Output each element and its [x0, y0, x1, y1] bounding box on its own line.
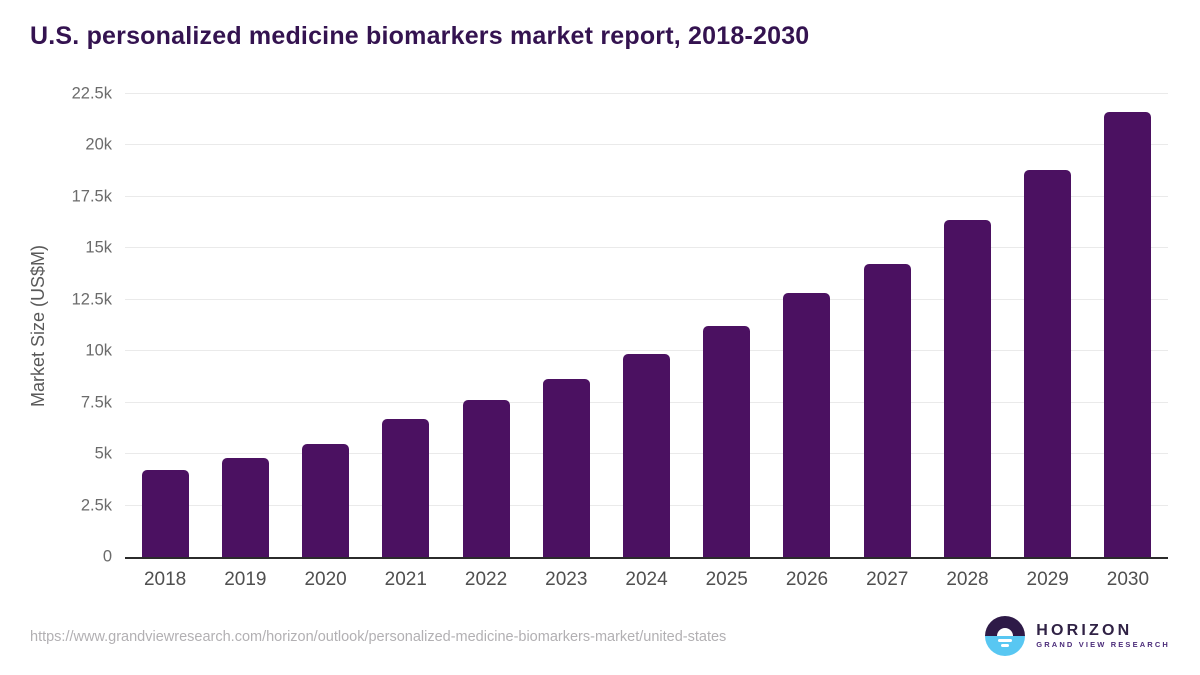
bar-slot-2025	[687, 94, 767, 557]
logo-text: HORIZON GRAND VIEW RESEARCH	[1036, 623, 1170, 649]
plot-area: 0 2.5k 5k 7.5k 10k 12.5k 15k 17.5k 20k 22.5k	[72, 85, 1168, 566]
bar-2026	[783, 293, 831, 557]
bar-slot-2030	[1088, 94, 1168, 557]
bar-2029	[1024, 169, 1072, 557]
y-tick-label-15k: 15k	[85, 238, 112, 257]
y-tick-label-17.5k: 17.5k	[71, 187, 112, 206]
x-tick-label-2019: 2019	[224, 569, 267, 590]
x-tick-label-2023: 2023	[545, 569, 588, 590]
x-tick-label-2024: 2024	[625, 569, 668, 590]
bar-slot-2029	[1008, 94, 1088, 557]
bar-slot-2018	[125, 94, 205, 557]
logo-brand-name: HORIZON	[1036, 622, 1133, 640]
x-tick-label-2025: 2025	[705, 569, 748, 590]
gridline-12.5k	[125, 298, 1168, 300]
y-tick-label-12.5k: 12.5k	[71, 290, 112, 309]
y-tick-label-22.5k: 22.5k	[71, 84, 112, 103]
bar-slot-2023	[526, 94, 606, 557]
bar-slot-2020	[285, 94, 365, 557]
bar-slot-2024	[606, 94, 686, 557]
x-tick-label-2022: 2022	[464, 569, 508, 590]
x-axis-labels: 2018 2019 2020 2021 2022 2023 2024 2025 2026 2027…	[125, 569, 1168, 591]
y-tick-label-0: 0	[102, 547, 112, 566]
bars-container	[125, 94, 1168, 557]
horizon-line-icon	[1001, 644, 1010, 647]
y-tick-label-5k: 5k	[94, 444, 112, 463]
bar-2019	[221, 457, 269, 557]
bar-2022	[462, 399, 510, 557]
x-tick-label-2021: 2021	[384, 569, 427, 590]
x-tick-label-2018: 2018	[143, 569, 187, 590]
y-tick-label-2.5k: 2.5k	[80, 496, 112, 515]
y-axis-title: Market Size (US$M)	[27, 245, 48, 408]
bar-slot-2022	[446, 94, 526, 557]
bar-2025	[703, 325, 751, 557]
bar-slot-2026	[767, 94, 847, 557]
sun-icon	[997, 628, 1014, 636]
brand-logo: HORIZON GRAND VIEW RESEARCH	[985, 616, 1170, 656]
bar-slot-2028	[927, 94, 1007, 557]
x-tick-label-2030: 2030	[1106, 569, 1150, 590]
bar-2028	[943, 219, 991, 557]
source-url: https://www.grandviewresearch.com/horizo…	[30, 629, 727, 645]
horizon-logo-icon	[985, 616, 1026, 656]
bar-2021	[382, 418, 430, 557]
horizon-line-icon	[998, 639, 1013, 642]
y-tick-label-10k: 10k	[85, 341, 112, 360]
bar-slot-2027	[847, 94, 927, 557]
page-title: U.S. personalized medicine biomarkers ma…	[30, 22, 810, 50]
y-tick-label-20k: 20k	[85, 135, 112, 154]
x-tick-label-2029: 2029	[1026, 569, 1069, 590]
x-tick-label-2026: 2026	[785, 569, 829, 590]
gridline-20k	[125, 144, 1168, 146]
x-tick-label-2027: 2027	[866, 569, 909, 590]
bar-slot-2021	[366, 94, 446, 557]
gridline-17.5k	[125, 195, 1168, 197]
bar-2027	[863, 264, 911, 557]
y-axis-title-wrap: Market Size (US$M)	[24, 94, 52, 559]
bar-2020	[302, 443, 350, 557]
bar-2030	[1104, 111, 1152, 557]
logo-sub-brand: GRAND VIEW RESEARCH	[1036, 640, 1170, 650]
y-tick-label-7.5k: 7.5k	[80, 393, 112, 412]
bar-slot-2019	[205, 94, 285, 557]
bar-2024	[623, 354, 671, 557]
x-tick-label-2028: 2028	[946, 569, 989, 590]
gridline-15k	[125, 247, 1168, 249]
bar-2023	[542, 379, 590, 557]
x-tick-label-2020: 2020	[304, 569, 347, 590]
bar-2018	[141, 470, 189, 557]
gridline-22.5k	[125, 93, 1168, 94]
gridline-10k	[125, 350, 1168, 352]
